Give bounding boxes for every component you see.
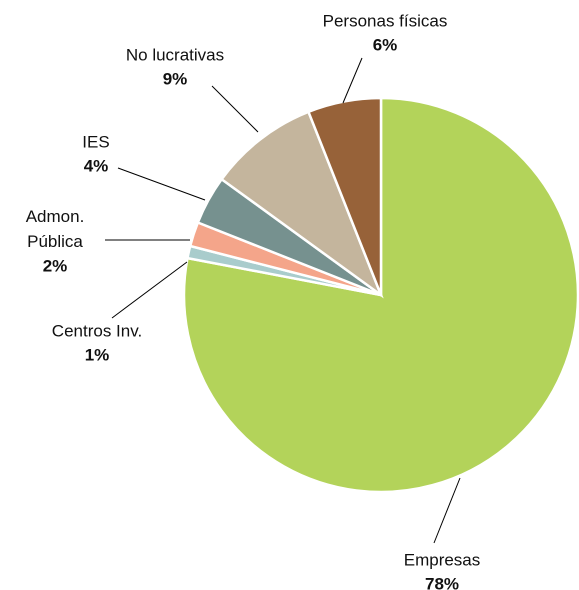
category-label: Centros Inv.	[52, 321, 142, 340]
value-label: 1%	[85, 345, 110, 364]
value-label: 78%	[425, 574, 459, 590]
leader-line	[117, 167, 206, 201]
value-label: 2%	[43, 256, 68, 275]
leader-line	[211, 85, 259, 133]
leader-line	[111, 261, 188, 319]
category-label: Personas físicas	[323, 11, 448, 30]
leader-line	[433, 477, 461, 544]
value-label: 9%	[163, 69, 188, 88]
value-label: 4%	[84, 156, 109, 175]
category-label: Admon. Pública	[26, 207, 85, 251]
category-label: No lucrativas	[126, 45, 224, 64]
pie-slice	[219, 110, 384, 299]
pie-slice	[182, 96, 579, 494]
category-label: IES	[82, 132, 109, 151]
leader-line	[342, 57, 363, 104]
category-label: Empresas	[404, 550, 481, 569]
value-label: 6%	[373, 35, 398, 54]
